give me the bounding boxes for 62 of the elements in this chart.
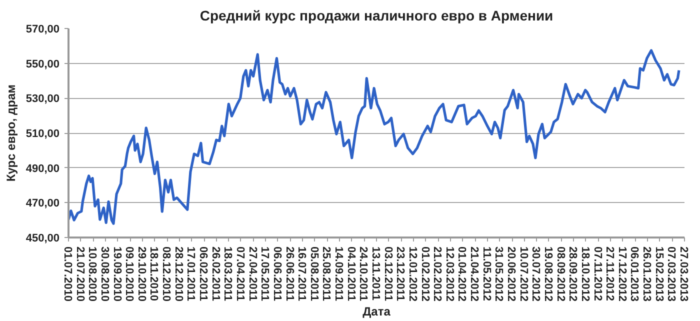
x-tick-label: 26.01.2013 <box>640 246 653 302</box>
x-tick-label: 17.01.2011 <box>184 246 197 301</box>
x-tick-label: 23.12.2011 <box>394 246 406 301</box>
y-tick-label: 490,00 <box>26 162 60 175</box>
y-tick-label: 450,00 <box>26 232 60 244</box>
x-tick-label: 14.09.2011 <box>332 246 345 301</box>
x-tick-label: 06.02.2011 <box>197 246 210 301</box>
x-tick-label: 01.07.2010 <box>62 246 74 302</box>
x-tick-label: 27.04.2011 <box>246 246 258 301</box>
x-tick-label: 26.02.2011 <box>209 246 222 301</box>
x-tick-label: 25.08.2011 <box>320 246 332 301</box>
x-tick-label: 06.06.2011 <box>270 246 283 301</box>
x-tick-label: 30.08.2010 <box>98 246 110 302</box>
x-tick-label: 06.01.2013 <box>628 246 640 302</box>
x-tick-label: 01.02.2012 <box>418 246 431 302</box>
y-tick-label: 530,00 <box>26 93 60 106</box>
y-tick-label: 550,00 <box>26 58 60 70</box>
x-tick-label: 11.05.2012 <box>480 246 492 301</box>
x-tick-label: 16.07.2011 <box>296 246 308 301</box>
x-tick-label: 19.08.2012 <box>542 246 554 302</box>
x-tick-label: 12.03.2012 <box>443 246 456 302</box>
x-tick-label: 18.10.2012 <box>578 246 591 302</box>
x-tick-label: 20.06.2012 <box>505 246 518 302</box>
x-tick-label: 07.11.2012 <box>591 246 604 301</box>
x-tick-label: 28.09.2012 <box>566 246 579 302</box>
x-axis-title: Дата <box>362 304 391 319</box>
x-tick-label: 01.04.2012 <box>456 246 468 302</box>
y-tick-label: 470,00 <box>26 198 60 210</box>
line-series <box>68 49 680 225</box>
x-tick-label: 27.11.2012 <box>604 246 616 301</box>
x-tick-label: 10.08.2010 <box>86 246 98 302</box>
x-tick-label: 21.07.2010 <box>74 246 86 302</box>
x-tick-label: 12.01.2012 <box>406 246 418 302</box>
x-tick-label: 08.12.2010 <box>160 246 172 302</box>
x-tick-label: 28.12.2010 <box>172 246 184 302</box>
x-tick-label: 17.05.2011 <box>258 246 271 301</box>
x-tick-label: 24.10.2011 <box>357 246 370 301</box>
x-tick-label: 09.10.2010 <box>123 246 136 302</box>
x-tick-label: 05.08.2011 <box>308 246 320 301</box>
y-tick-label: 570,00 <box>26 24 60 36</box>
chart-title: Средний курс продажи наличного евро в Армении <box>200 8 554 24</box>
x-tick-label: 04.10.2011 <box>344 246 357 301</box>
y-tick-label: 510,00 <box>26 128 60 140</box>
x-tick-label: 27.03.2013 <box>678 246 690 302</box>
x-tick-label: 31.05.2012 <box>492 246 505 302</box>
x-tick-label: 13.11.2011 <box>370 246 382 300</box>
x-tick-label: 18.03.2011 <box>222 246 234 301</box>
x-tick-label: 29.10.2010 <box>135 246 148 302</box>
x-tick-label: 26.06.2011 <box>283 246 296 301</box>
x-tick-label: 08.09.2012 <box>554 246 566 302</box>
x-tick-label: 07.04.2011 <box>234 246 246 301</box>
x-tick-label: 15.02.2013 <box>652 246 665 302</box>
x-tick-label: 30.07.2012 <box>530 246 542 302</box>
x-tick-label: 17.12.2012 <box>616 246 628 302</box>
y-axis-title: Курс евро, драм <box>4 84 18 182</box>
x-tick-label: 03.12.2011 <box>382 246 394 301</box>
x-tick-label: 18.11.2010 <box>148 246 160 301</box>
x-tick-label: 21.04.2012 <box>468 246 480 302</box>
x-tick-label: 19.09.2010 <box>110 246 123 302</box>
x-tick-label: 07.03.2013 <box>665 246 678 302</box>
x-tick-label: 21.02.2012 <box>431 246 444 302</box>
x-tick-label: 10.07.2012 <box>517 246 530 302</box>
